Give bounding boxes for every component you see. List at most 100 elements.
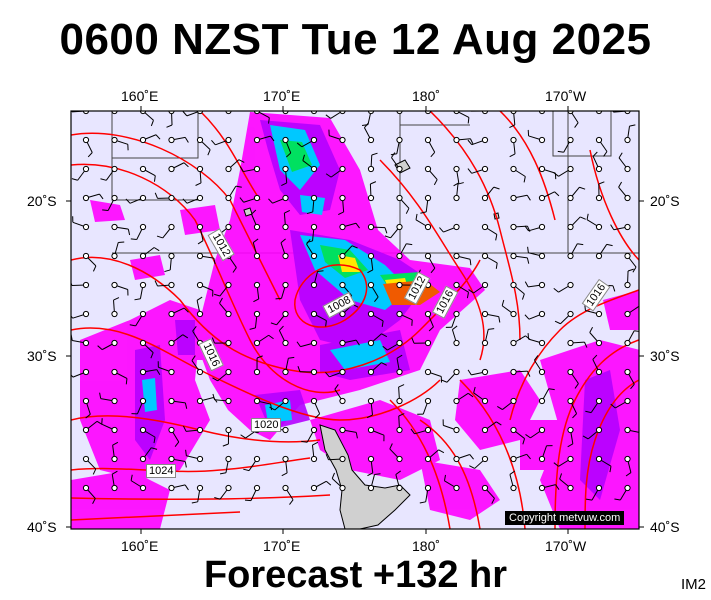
wind-barb-feather bbox=[338, 211, 344, 215]
wind-barb-feather bbox=[364, 122, 369, 128]
wind-barb-feather bbox=[598, 181, 605, 185]
wind-barb-feather bbox=[527, 246, 529, 253]
wind-station-circle bbox=[538, 426, 546, 434]
wind-barb-feather bbox=[112, 441, 119, 446]
wind-station-circle bbox=[396, 194, 403, 202]
wind-barb-feather bbox=[100, 178, 107, 181]
wind-barb-feather bbox=[238, 159, 245, 163]
wind-station-circle bbox=[225, 194, 232, 202]
wind-station-circle bbox=[453, 281, 460, 289]
wind-station-circle bbox=[396, 339, 403, 347]
wind-station-circle bbox=[510, 397, 517, 405]
wind-station-circle bbox=[624, 281, 631, 289]
wind-station-circle bbox=[510, 368, 517, 376]
wind-barb-feather bbox=[153, 175, 156, 182]
wind-station-circle bbox=[253, 368, 261, 376]
wind-station-circle bbox=[82, 484, 90, 492]
wind-station-circle bbox=[453, 252, 460, 260]
wind-barb-feather bbox=[398, 384, 405, 388]
wind-station-circle bbox=[367, 368, 375, 376]
wind-barb-feather bbox=[433, 179, 438, 186]
wind-station-circle bbox=[282, 368, 289, 376]
wind-station-circle bbox=[510, 281, 517, 289]
wind-station-circle bbox=[538, 397, 546, 405]
wind-barb-feather bbox=[222, 443, 229, 447]
wind-station-circle bbox=[196, 194, 204, 202]
wind-station-circle bbox=[424, 252, 432, 260]
wind-station-circle bbox=[567, 397, 574, 405]
wind-station-circle bbox=[453, 484, 460, 492]
wind-station-circle bbox=[567, 310, 574, 318]
wind-barb-feather bbox=[609, 466, 612, 473]
wind-station-circle bbox=[310, 165, 318, 173]
wind-barb-feather bbox=[625, 472, 632, 477]
wind-station-circle bbox=[111, 455, 118, 463]
wind-barb-feather bbox=[317, 270, 324, 272]
wind-barb-feather bbox=[99, 193, 104, 200]
wind-barb-feather bbox=[586, 213, 589, 220]
wind-station-circle bbox=[367, 252, 375, 260]
wind-station-circle bbox=[424, 339, 432, 347]
wind-barb-feather bbox=[488, 328, 495, 330]
wind-barb-feather bbox=[268, 334, 274, 340]
wind-barb-feather bbox=[553, 172, 559, 177]
wind-barb-feather bbox=[467, 168, 473, 174]
wind-barb-feather bbox=[389, 443, 393, 450]
wind-barb-feather bbox=[441, 379, 448, 383]
wind-barb-feather bbox=[92, 498, 96, 504]
wind-station-circle bbox=[310, 310, 318, 318]
wind-station-circle bbox=[339, 339, 346, 347]
wind-barb-feather bbox=[493, 186, 500, 190]
wind-barb-feather bbox=[580, 216, 586, 220]
wind-station-circle bbox=[168, 426, 175, 434]
wind-barb-shaft bbox=[113, 111, 115, 112]
wind-barb-feather bbox=[469, 465, 475, 469]
wind-station-circle bbox=[310, 397, 318, 405]
wind-barb-feather bbox=[634, 330, 639, 332]
wind-barb-feather bbox=[632, 266, 637, 273]
lon-label-top-160e: 160˚E bbox=[121, 88, 159, 104]
wind-barb-feather bbox=[151, 447, 158, 450]
wind-station-circle bbox=[538, 368, 546, 376]
lon-label-bottom-180: 180˚ bbox=[412, 538, 441, 554]
wind-station-circle bbox=[396, 484, 403, 492]
wind-barb-feather bbox=[574, 122, 579, 128]
wind-barb-feather bbox=[289, 499, 294, 505]
wind-barb-feather bbox=[297, 365, 301, 372]
wind-station-circle bbox=[424, 368, 432, 376]
wind-barb-feather bbox=[555, 484, 560, 490]
wind-barb-feather bbox=[284, 210, 291, 214]
wind-station-circle bbox=[538, 339, 546, 347]
image-tag: IM2 bbox=[681, 576, 707, 593]
wind-station-circle bbox=[624, 252, 631, 260]
wind-barb-feather bbox=[154, 192, 158, 199]
wind-barb-feather bbox=[99, 392, 102, 399]
wind-barb-feather bbox=[97, 345, 103, 351]
wind-barb-feather bbox=[184, 402, 188, 409]
wind-barb-feather bbox=[195, 182, 202, 186]
wind-barb-feather bbox=[629, 124, 636, 127]
wind-station-circle bbox=[282, 252, 289, 260]
wind-station-circle bbox=[310, 223, 318, 231]
wind-barb-feather bbox=[270, 322, 277, 326]
wind-barb-feather bbox=[415, 213, 418, 220]
wind-barb-feather bbox=[127, 229, 131, 236]
wind-station-circle bbox=[339, 426, 346, 434]
wind-barb-feather bbox=[395, 470, 401, 475]
wind-station-circle bbox=[225, 455, 232, 463]
wind-barb-feather bbox=[553, 288, 559, 293]
wind-station-circle bbox=[453, 194, 460, 202]
wind-station-circle bbox=[282, 281, 289, 289]
wind-station-circle bbox=[595, 223, 603, 231]
wind-barb-feather bbox=[554, 320, 561, 325]
wind-station-circle bbox=[624, 310, 631, 318]
wind-station-circle bbox=[453, 136, 460, 144]
wind-barb-feather bbox=[211, 337, 215, 344]
wind-barb-feather bbox=[509, 153, 516, 158]
wind-station-circle bbox=[396, 165, 403, 173]
wind-station-circle bbox=[282, 136, 289, 144]
wind-barb-feather bbox=[355, 432, 358, 439]
wind-station-circle bbox=[139, 310, 147, 318]
wind-barb-feather bbox=[452, 325, 458, 331]
wind-station-circle bbox=[567, 455, 574, 463]
